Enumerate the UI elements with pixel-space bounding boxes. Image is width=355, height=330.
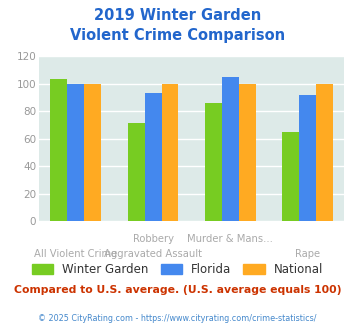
Text: 2019 Winter Garden: 2019 Winter Garden (94, 8, 261, 23)
Text: Compared to U.S. average. (U.S. average equals 100): Compared to U.S. average. (U.S. average … (14, 285, 341, 295)
Text: Violent Crime Comparison: Violent Crime Comparison (70, 28, 285, 43)
Text: © 2025 CityRating.com - https://www.cityrating.com/crime-statistics/: © 2025 CityRating.com - https://www.city… (38, 314, 317, 323)
Bar (67, 83, 84, 221)
Bar (128, 123, 144, 221)
Bar (162, 83, 179, 221)
Text: Rape: Rape (295, 249, 320, 259)
Bar (84, 83, 101, 221)
Bar (239, 83, 256, 221)
Bar (144, 93, 162, 221)
Bar (316, 83, 333, 221)
Text: All Violent Crime: All Violent Crime (34, 249, 118, 259)
Legend: Winter Garden, Florida, National: Winter Garden, Florida, National (27, 258, 328, 281)
Text: Robbery: Robbery (132, 234, 174, 244)
Bar (282, 132, 299, 221)
Bar (205, 103, 222, 221)
Text: Murder & Mans...: Murder & Mans... (187, 234, 273, 244)
Bar (299, 95, 316, 221)
Text: Aggravated Assault: Aggravated Assault (104, 249, 202, 259)
Bar (50, 80, 67, 221)
Bar (222, 77, 239, 221)
